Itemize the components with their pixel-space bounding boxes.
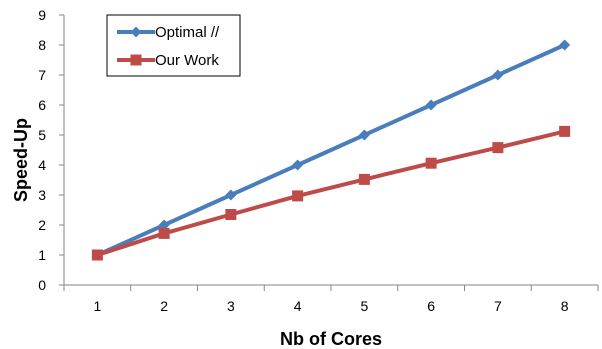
y-tick-label: 9 — [38, 7, 46, 23]
y-tick-label: 2 — [38, 217, 46, 233]
legend-box — [106, 14, 241, 77]
legend-swatch-marker — [130, 54, 142, 66]
axes — [59, 14, 599, 291]
data-point — [425, 99, 437, 111]
data-point — [492, 69, 504, 81]
y-tick-label: 4 — [38, 157, 46, 173]
series-line — [96, 43, 566, 257]
data-point — [225, 189, 237, 201]
y-tick-label: 1 — [38, 247, 46, 263]
x-tick-label: 6 — [427, 298, 435, 314]
legend-items: Optimal // Our Work — [117, 24, 220, 69]
y-tick-label: 6 — [38, 97, 46, 113]
x-tick-label: 4 — [294, 298, 302, 314]
series-line — [96, 129, 566, 257]
tick-labels: 0 1 2 3 4 5 6 7 8 9 1 2 3 4 5 6 7 8 — [38, 7, 569, 314]
y-tick-label: 7 — [38, 67, 46, 83]
legend-label: Optimal // — [155, 24, 220, 41]
data-point — [158, 219, 170, 231]
x-tick-label: 1 — [93, 298, 101, 314]
data-point — [559, 39, 571, 51]
data-point — [225, 209, 237, 220]
legend-swatch-marker — [130, 26, 142, 38]
y-tick-label: 5 — [38, 127, 46, 143]
x-tick-label: 8 — [561, 298, 569, 314]
data-point — [91, 249, 103, 261]
y-tick-label: 0 — [38, 277, 46, 293]
y-tick-label: 8 — [38, 37, 46, 53]
data-point — [358, 129, 370, 141]
series-lines — [91, 39, 571, 261]
data-point — [292, 159, 304, 171]
data-point — [559, 125, 571, 137]
data-point — [158, 227, 170, 239]
legend-label: Our Work — [155, 52, 219, 69]
y-tick-label: 3 — [38, 187, 46, 203]
x-tick-label: 2 — [160, 298, 168, 314]
data-point — [425, 157, 437, 169]
x-tick-label: 3 — [227, 298, 235, 314]
x-tick-label: 7 — [494, 298, 502, 314]
data-point — [358, 173, 370, 185]
series-2 — [91, 125, 571, 261]
x-axis-title: Nb of Cores — [280, 329, 382, 349]
data-point — [292, 190, 304, 202]
x-tick-label: 5 — [360, 298, 368, 314]
data-point — [492, 142, 504, 154]
legend: Optimal // Our Work — [106, 14, 241, 77]
y-axis-title: Speed-Up — [11, 118, 31, 202]
